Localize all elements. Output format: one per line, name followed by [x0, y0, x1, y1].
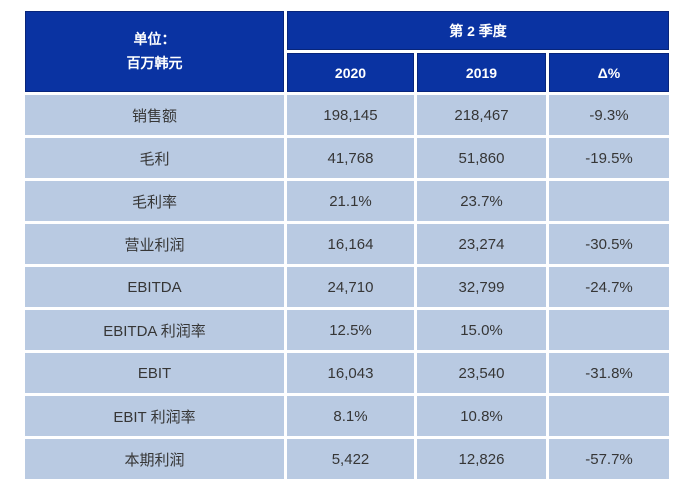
quarter-header-cell: 第 2 季度	[287, 11, 669, 50]
value-cell-2020: 12.5%	[287, 310, 414, 350]
value-cell-delta: -31.8%	[549, 353, 669, 393]
value-cell-delta	[549, 310, 669, 350]
value-cell-2020: 5,422	[287, 439, 414, 479]
row-label-cell: EBIT 利润率	[25, 396, 284, 436]
value-cell-2020: 24,710	[287, 267, 414, 307]
value-cell-2019: 10.8%	[417, 396, 546, 436]
quarterly-results-table-container: 单位： 百万韩元 第 2 季度 2020 2019 Δ% 销售额 198,145…	[22, 8, 672, 482]
value-cell-2020: 16,043	[287, 353, 414, 393]
value-cell-delta: -19.5%	[549, 138, 669, 178]
value-cell-2020: 21.1%	[287, 181, 414, 221]
value-cell-delta: -9.3%	[549, 95, 669, 135]
col-header-2019: 2019	[417, 53, 546, 92]
value-cell-2020: 198,145	[287, 95, 414, 135]
row-label-cell: 营业利润	[25, 224, 284, 264]
value-cell-2019: 51,860	[417, 138, 546, 178]
value-cell-2020: 16,164	[287, 224, 414, 264]
value-cell-2020: 41,768	[287, 138, 414, 178]
row-label-cell: 销售额	[25, 95, 284, 135]
unit-header-cell: 单位： 百万韩元	[25, 11, 284, 92]
value-cell-delta	[549, 181, 669, 221]
row-label-cell: EBITDA	[25, 267, 284, 307]
header-row-quarter: 单位： 百万韩元 第 2 季度	[25, 11, 669, 92]
value-cell-2019: 23,274	[417, 224, 546, 264]
row-label-cell: EBITDA 利润率	[25, 310, 284, 350]
row-label-cell: 毛利率	[25, 181, 284, 221]
row-label-cell: 毛利	[25, 138, 284, 178]
table-row-ebitda-margin: EBITDA 利润率 12.5% 15.0%	[25, 310, 669, 350]
table-row-net-profit: 本期利润 5,422 12,826 -57.7%	[25, 439, 669, 479]
value-cell-delta: -30.5%	[549, 224, 669, 264]
table-row-ebit: EBIT 16,043 23,540 -31.8%	[25, 353, 669, 393]
header-row-years: 2020 2019 Δ%	[25, 53, 669, 92]
row-label-cell: 本期利润	[25, 439, 284, 479]
value-cell-2019: 218,467	[417, 95, 546, 135]
table-row-gross-profit: 毛利 41,768 51,860 -19.5%	[25, 138, 669, 178]
table-row-operating-profit: 营业利润 16,164 23,274 -30.5%	[25, 224, 669, 264]
table-row-gross-margin: 毛利率 21.1% 23.7%	[25, 181, 669, 221]
value-cell-delta: -57.7%	[549, 439, 669, 479]
unit-label-line2: 百万韩元	[126, 54, 183, 71]
col-header-2020: 2020	[287, 53, 414, 92]
value-cell-2020: 8.1%	[287, 396, 414, 436]
row-label-cell: EBIT	[25, 353, 284, 393]
value-cell-delta	[549, 396, 669, 436]
value-cell-2019: 23.7%	[417, 181, 546, 221]
value-cell-2019: 23,540	[417, 353, 546, 393]
unit-label-line1: 单位：	[133, 30, 176, 47]
table-row-ebitda: EBITDA 24,710 32,799 -24.7%	[25, 267, 669, 307]
table-row-ebit-margin: EBIT 利润率 8.1% 10.8%	[25, 396, 669, 436]
value-cell-2019: 15.0%	[417, 310, 546, 350]
value-cell-delta: -24.7%	[549, 267, 669, 307]
value-cell-2019: 12,826	[417, 439, 546, 479]
quarterly-results-table: 单位： 百万韩元 第 2 季度 2020 2019 Δ% 销售额 198,145…	[22, 8, 672, 482]
table-row-sales: 销售额 198,145 218,467 -9.3%	[25, 95, 669, 135]
value-cell-2019: 32,799	[417, 267, 546, 307]
col-header-delta-percent: Δ%	[549, 53, 669, 92]
